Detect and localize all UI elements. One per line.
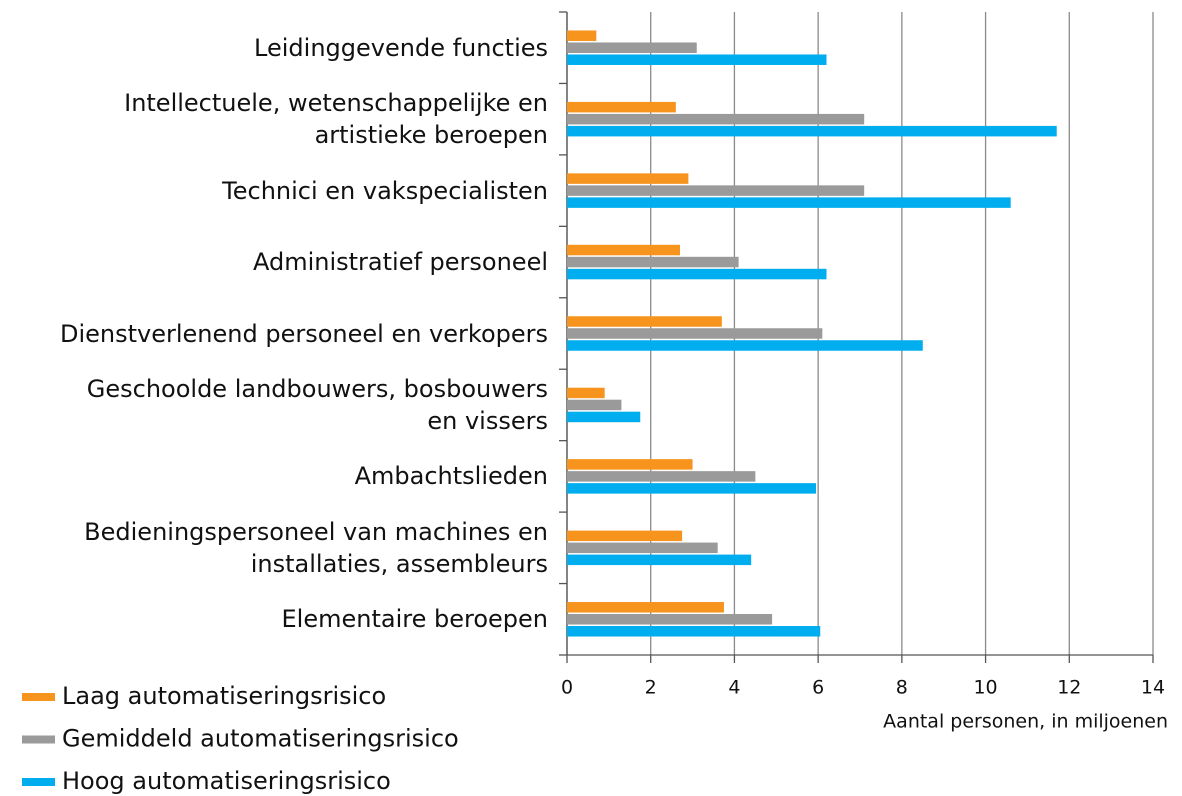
x-tick-label: 10: [973, 677, 997, 699]
bar: [567, 173, 689, 184]
x-tick-label: 12: [1057, 677, 1081, 699]
category-label: Elementaire beroepen: [281, 605, 548, 634]
bar: [567, 256, 739, 268]
category-label: Ambachtslieden: [354, 462, 548, 491]
x-tick-label: 0: [561, 677, 573, 699]
bar: [567, 113, 865, 125]
legend-label: Laag automatiseringsrisico: [62, 682, 386, 710]
category-label: Geschoolde landbouwers, bosbouwers en vi…: [86, 374, 548, 435]
bar: [567, 316, 722, 327]
legend-swatch: [22, 693, 55, 701]
bar: [567, 614, 773, 625]
bar: [567, 530, 683, 542]
bar: [567, 185, 865, 196]
bar: [567, 602, 724, 613]
x-tick-label: 2: [645, 677, 657, 699]
bar: [567, 42, 697, 53]
category-label: Bedieningspersoneel van machines en inst…: [84, 517, 548, 578]
category-label: Technici en vakspecialisten: [222, 176, 548, 205]
bar: [567, 387, 605, 399]
bar: [567, 542, 718, 554]
bar: [567, 125, 1057, 137]
bar: [567, 244, 681, 256]
bar: [567, 554, 752, 566]
x-tick-label: 4: [728, 677, 740, 699]
bar: [567, 411, 641, 423]
category-label: Intellectuele, wetenschappelijke en arti…: [124, 89, 548, 150]
bar: [567, 30, 597, 41]
bar: [567, 626, 821, 637]
category-label: Dienstverlenend personeel en verkopers: [60, 319, 548, 348]
x-axis-label: Aantal personen, in miljoenen: [883, 711, 1168, 733]
legend-label: Gemiddeld automatiseringsrisico: [62, 725, 459, 753]
bar: [567, 328, 823, 339]
bar: [567, 197, 1011, 208]
legend-swatch: [22, 778, 55, 786]
bar: [567, 459, 693, 470]
x-tick-label: 6: [812, 677, 824, 699]
bar: [567, 268, 827, 280]
category-label: Administratief personeel: [252, 248, 548, 277]
bar: [567, 101, 676, 113]
bar: [567, 54, 827, 65]
x-tick-label: 14: [1141, 677, 1165, 699]
bar: [567, 399, 622, 411]
legend-label: Hoog automatiseringsrisico: [62, 767, 391, 795]
bar: [567, 471, 756, 482]
x-tick-label: 8: [896, 677, 908, 699]
legend-swatch: [22, 735, 55, 744]
category-label: Leidinggevende functies: [254, 33, 548, 62]
bar: [567, 340, 923, 351]
bar: [567, 483, 817, 494]
